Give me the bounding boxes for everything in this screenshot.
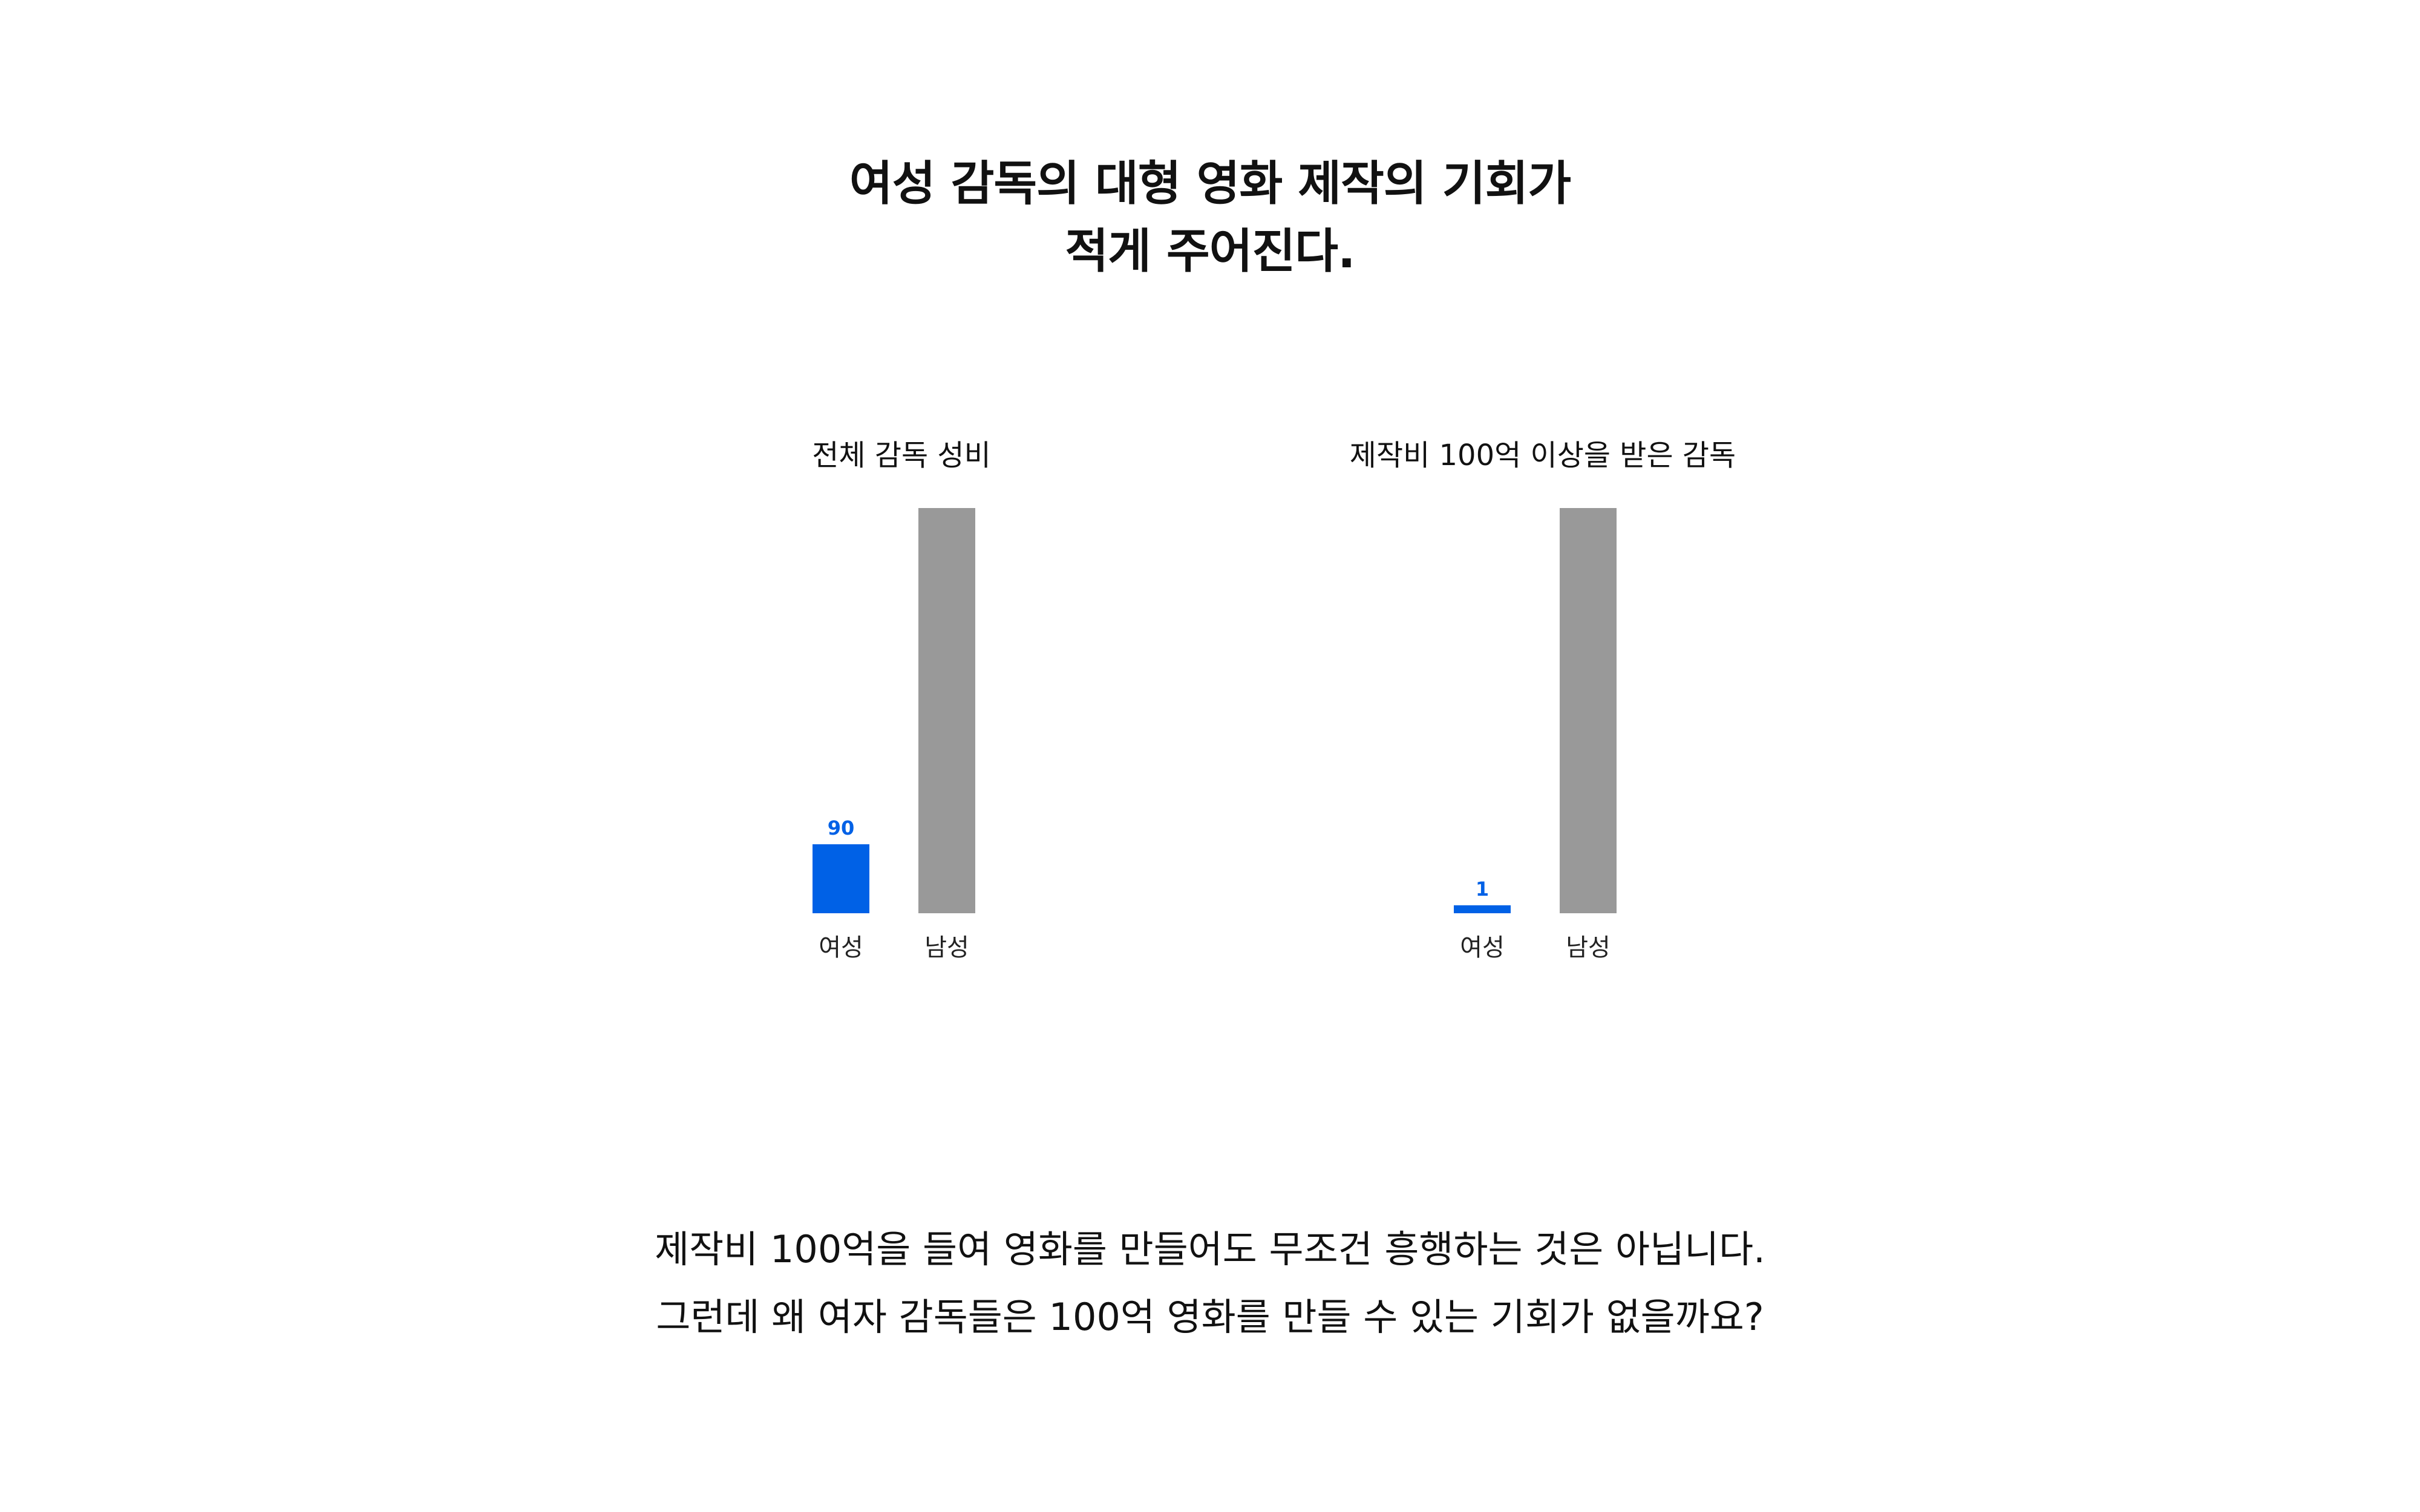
category-label: 여성 xyxy=(1460,934,1505,962)
bar-male xyxy=(918,508,975,913)
chart-100b-budget-directors: 제작비 100억 이상을 받은 감독 1여성55남성 xyxy=(1270,435,1815,1101)
bar-chart-svg: 90여성572남성 xyxy=(813,508,975,962)
chart-total-director-gender-ratio: 전체 감독 성비 90여성572남성 xyxy=(629,435,1174,1101)
headline: 여성 감독의 대형 영화 제작의 기회가 적게 주어진다. xyxy=(0,150,2420,285)
bar-value-label: 90 xyxy=(828,816,855,839)
bar-female xyxy=(813,844,869,913)
bar-chart-svg: 1여성55남성 xyxy=(1454,508,1617,962)
bar-male xyxy=(1560,508,1617,913)
category-label: 여성 xyxy=(819,934,863,962)
bar-female xyxy=(1454,905,1511,913)
footer-line-1: 제작비 100억을 들여 영화를 만들어도 무조건 흥행하는 것은 아닙니다. xyxy=(655,1227,1765,1271)
chart-title: 제작비 100억 이상을 받은 감독 xyxy=(1349,438,1736,472)
category-label: 남성 xyxy=(924,934,969,962)
footer-line-2: 그런데 왜 여자 감독들은 100억 영화를 만들 수 있는 기회가 없을까요? xyxy=(656,1295,1764,1339)
headline-line-1: 여성 감독의 대형 영화 제작의 기회가 xyxy=(849,157,1571,211)
chart-title: 전체 감독 성비 xyxy=(812,438,991,472)
footer-text: 제작비 100억을 들여 영화를 만들어도 무조건 흥행하는 것은 아닙니다. … xyxy=(0,1216,2420,1351)
category-label: 남성 xyxy=(1566,934,1611,962)
headline-line-2: 적게 주어진다. xyxy=(1065,224,1355,279)
bar-value-label: 1 xyxy=(1476,878,1489,901)
